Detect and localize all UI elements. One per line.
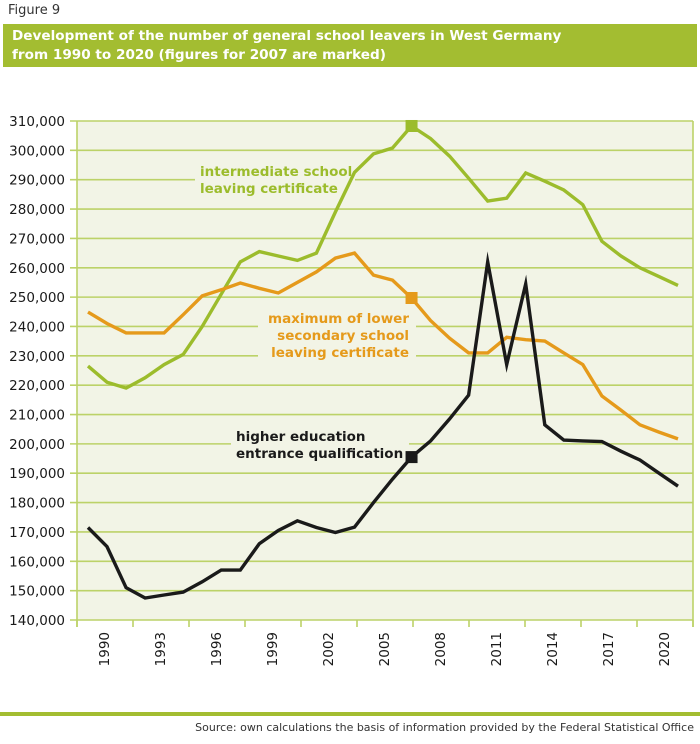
x-tick-label: 2014: [545, 632, 561, 666]
y-tick-label: 140,000: [9, 613, 65, 629]
y-tick-label: 150,000: [9, 584, 65, 600]
series-line-intermediate: [86, 123, 679, 390]
x-axis: 1990 1993 1996 1999 2002 2005 2008 2011 2014 2017…: [76, 620, 694, 666]
x-tick-label: 2017: [601, 632, 617, 666]
y-tick-label: 220,000: [9, 378, 65, 394]
x-tick-label: 2011: [489, 632, 505, 666]
y-tick-label: 200,000: [9, 437, 65, 453]
marker-2007-higher-education: [405, 451, 418, 464]
y-tick-label: 290,000: [9, 173, 65, 189]
x-tick-label: 2005: [377, 632, 393, 666]
y-tick-label: 230,000: [9, 349, 65, 365]
label-bg-lower-secondary: [258, 308, 416, 364]
series-label-intermediate: intermediate school: [200, 164, 352, 180]
x-tick-label: 1996: [209, 632, 225, 666]
y-tick-label: 210,000: [9, 408, 65, 424]
series-label-lower-secondary: secondary school: [277, 328, 409, 344]
x-tick-label: 2020: [657, 632, 673, 666]
x-tick-label: 2002: [321, 632, 337, 666]
series-lines: [86, 119, 679, 600]
source-note: Source: own calculations the basis of in…: [195, 721, 694, 734]
y-tick-label: 300,000: [9, 143, 65, 159]
y-axis: 140,000 150,000 160,000 170,000 180,000 190,0…: [9, 114, 694, 629]
x-tick-label: 1993: [153, 632, 169, 666]
marker-2007-intermediate: [405, 119, 418, 132]
label-bg-intermediate: [195, 161, 355, 203]
chart-title: Development of the number of general sch…: [3, 24, 697, 67]
y-tick-label: 250,000: [9, 290, 65, 306]
line-chart: 140,000 150,000 160,000 170,000 180,000 190,0…: [9, 114, 694, 666]
x-tick-label: 2008: [433, 632, 449, 666]
y-tick-label: 160,000: [9, 554, 65, 570]
series-label-higher-education: entrance qualification: [236, 446, 403, 462]
marker-2007-lower-secondary: [405, 291, 418, 304]
series-label-lower-secondary: maximum of lower: [268, 311, 409, 327]
label-bg-higher-education: [231, 426, 409, 464]
chart-title-line-2: from 1990 to 2020 (figures for 2007 are …: [12, 47, 386, 63]
series-line-higher-education: [86, 251, 679, 600]
y-tick-label: 170,000: [9, 525, 65, 541]
chart-title-line-1: Development of the number of general sch…: [12, 28, 562, 44]
series-label-intermediate: leaving certificate: [200, 181, 338, 197]
figure-label: Figure 9: [8, 3, 61, 18]
footer-divider: [0, 712, 700, 716]
plot-area: [77, 121, 693, 620]
series-label-backgrounds: [195, 161, 416, 464]
y-tick-label: 280,000: [9, 202, 65, 218]
y-tick-label: 260,000: [9, 261, 65, 277]
x-tick-label: 1999: [265, 632, 281, 666]
y-tick-label: 270,000: [9, 231, 65, 247]
y-tick-label: 180,000: [9, 496, 65, 512]
y-tick-label: 190,000: [9, 466, 65, 482]
series-label-higher-education: higher education: [236, 429, 366, 445]
series-line-lower-secondary: [87, 251, 679, 441]
y-tick-label: 310,000: [9, 114, 65, 130]
series-label-lower-secondary: leaving certificate: [271, 345, 409, 361]
x-tick-label: 1990: [97, 632, 113, 666]
y-tick-label: 240,000: [9, 319, 65, 335]
